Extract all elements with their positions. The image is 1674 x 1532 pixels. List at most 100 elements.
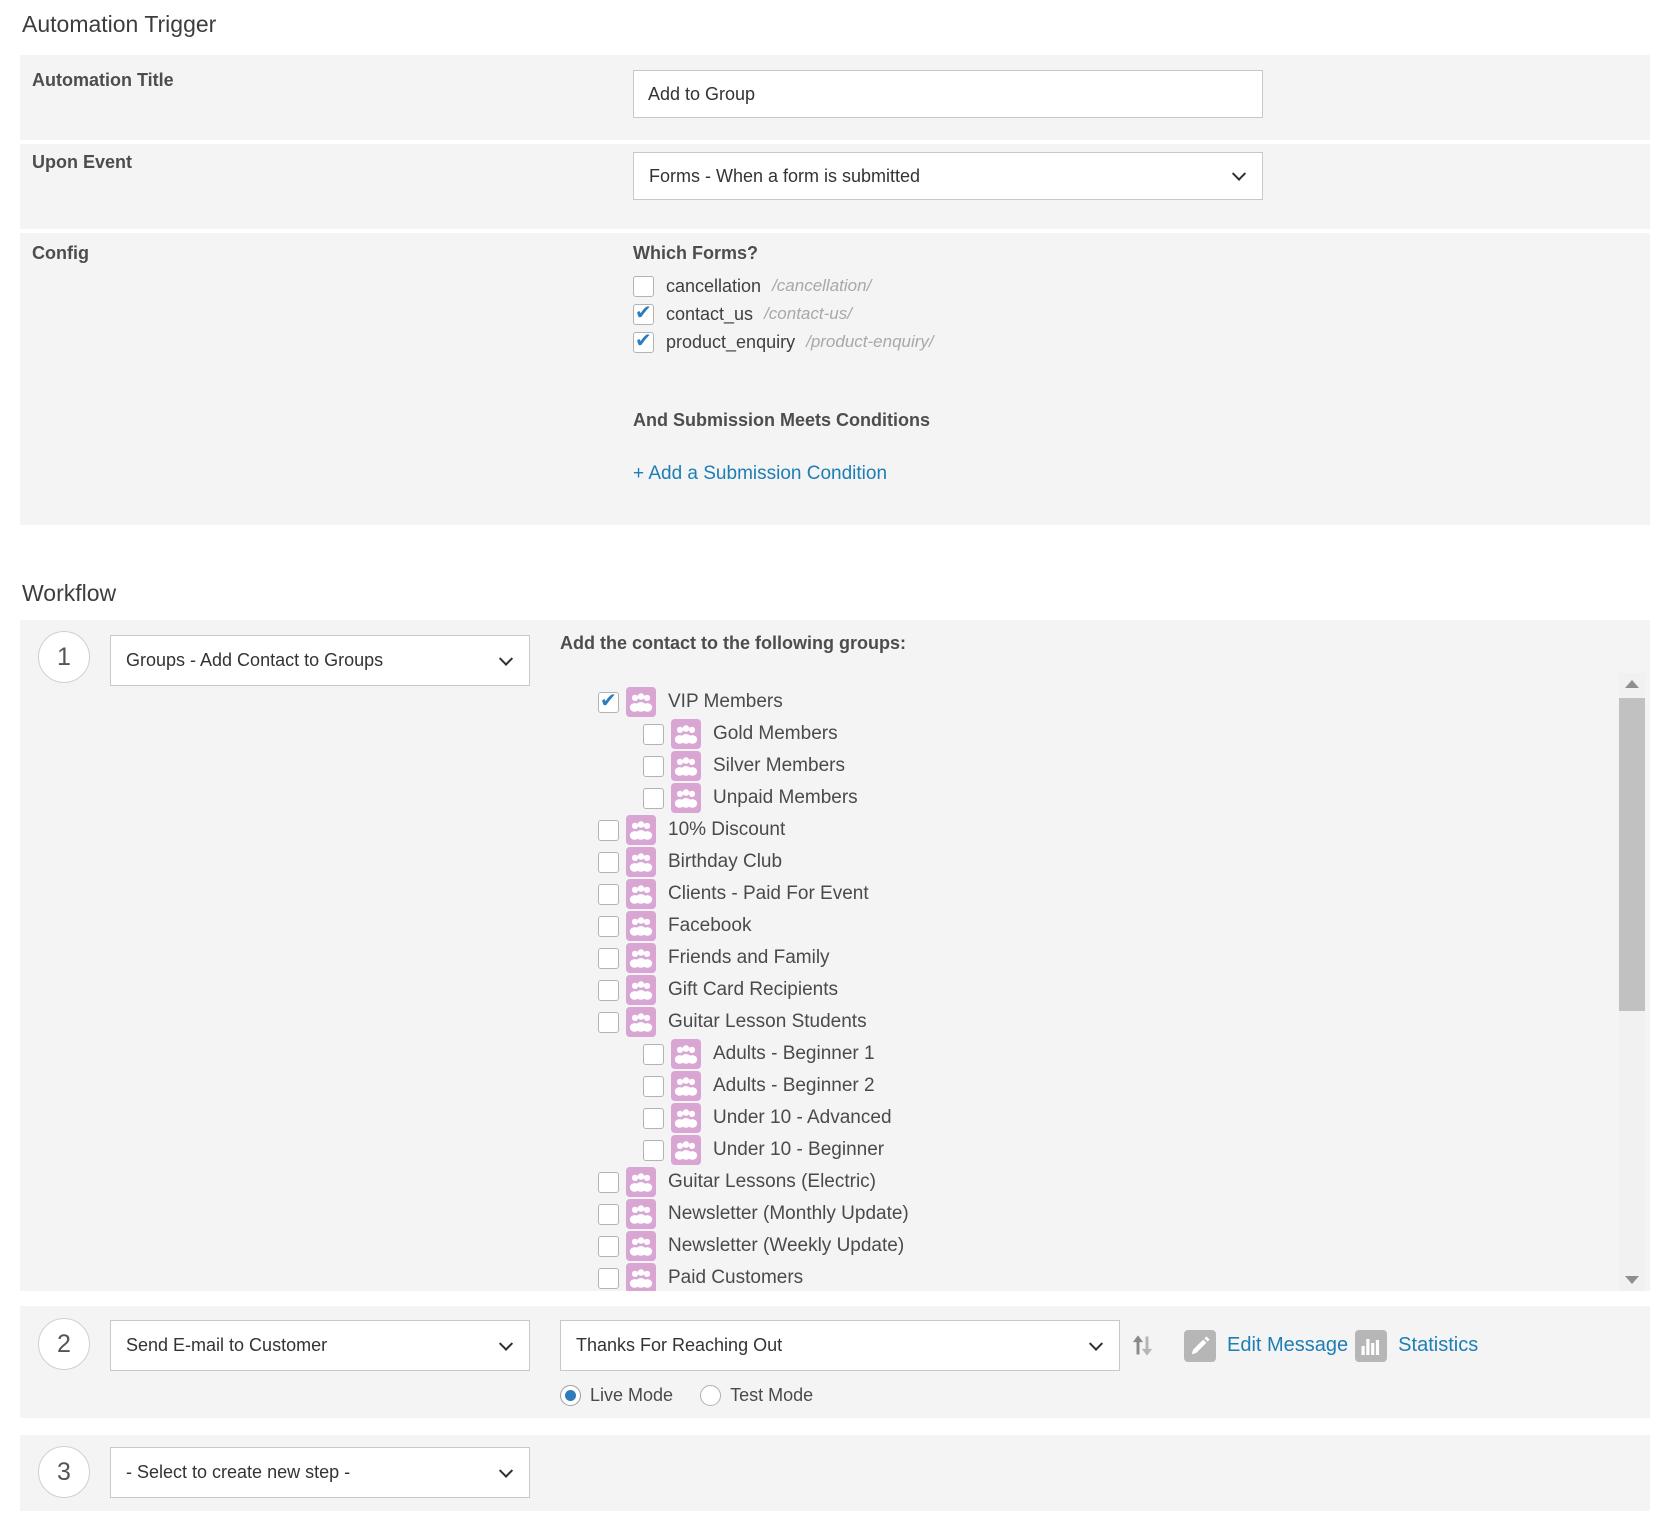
chevron-down-icon [498,651,514,666]
group-row: Clients - Paid For Event [598,878,1615,910]
automation-title-input[interactable] [633,70,1263,118]
group-checkbox[interactable] [598,915,619,937]
group-row: Newsletter (Monthly Update) [598,1198,1615,1230]
mode-radio-group: Live Mode Test Mode [560,1385,1650,1406]
group-people-icon [626,1231,656,1261]
sort-arrows-icon[interactable] [1129,1332,1156,1359]
group-people-icon [671,751,701,781]
step3-action-select[interactable]: - Select to create new step - [110,1447,530,1498]
form-option-row: product_enquiry /product-enquiry/ [633,328,1650,353]
step2-right-column: Thanks For Reaching Out Edit Me [560,1306,1650,1418]
group-checkbox[interactable] [598,1235,619,1257]
forms-list: cancellation /cancellation/ contact_us /… [633,275,1650,353]
group-label: Friends and Family [668,947,830,968]
step2-action-value: Send E-mail to Customer [126,1335,328,1355]
groups-scroll-area: VIP Members [560,673,1645,1291]
scrollbar-thumb[interactable] [1619,698,1645,1011]
radio-icon[interactable] [700,1385,722,1406]
group-label: Gift Card Recipients [668,979,839,1000]
group-people-icon [626,1199,656,1229]
group-checkbox[interactable] [598,1203,619,1225]
scrollbar-down-arrow-icon[interactable] [1619,1269,1645,1291]
form-name: product_enquiry [666,331,796,352]
form-checkbox[interactable] [633,328,654,353]
step1-number-badge: 1 [38,631,90,683]
group-label: Under 10 - Beginner [713,1139,885,1160]
step3-number-badge: 3 [38,1446,90,1498]
email-template-value: Thanks For Reaching Out [576,1335,783,1355]
group-checkbox[interactable] [598,1171,619,1193]
group-checkbox[interactable] [598,947,619,969]
group-label: VIP Members [668,691,783,712]
group-people-icon [671,719,701,749]
add-submission-condition-link[interactable]: + Add a Submission Condition [633,463,888,484]
group-row: Guitar Lesson Students [598,1006,1615,1038]
group-label: Clients - Paid For Event [668,883,869,904]
form-url: /product-enquiry/ [806,332,934,351]
mode-radio-option[interactable]: Test Mode [700,1385,813,1406]
group-row: Friends and Family [598,942,1615,974]
mode-radio-option[interactable]: Live Mode [560,1385,673,1406]
email-template-select[interactable]: Thanks For Reaching Out [560,1320,1120,1371]
group-checkbox[interactable] [598,979,619,1001]
scrollbar[interactable] [1619,673,1645,1291]
groups-heading: Add the contact to the following groups: [560,633,906,653]
group-label: 10% Discount [668,819,786,840]
group-label: Adults - Beginner 1 [713,1043,875,1064]
group-checkbox[interactable] [643,1107,664,1129]
step1-action-select[interactable]: Groups - Add Contact to Groups [110,635,530,686]
group-row: Under 10 - Advanced [598,1102,1615,1134]
form-option-row: contact_us /contact-us/ [633,300,1650,325]
group-label: Adults - Beginner 2 [713,1075,875,1096]
which-forms-heading: Which Forms? [633,243,758,263]
step1-groups-column: Add the contact to the following groups: [560,620,1650,1291]
group-row: Guitar Lessons (Electric) [598,1166,1615,1198]
upon-event-row: Upon Event Forms - When a form is submit… [20,144,1650,229]
group-checkbox[interactable] [643,787,664,809]
upon-event-label: Upon Event [32,152,133,172]
group-checkbox[interactable] [643,1075,664,1097]
group-people-icon [626,815,656,845]
group-row: Gift Card Recipients [598,974,1615,1006]
group-label: Guitar Lessons (Electric) [668,1171,877,1192]
group-label: Unpaid Members [713,787,858,808]
group-row: Paid Customers [598,1262,1615,1291]
group-checkbox[interactable] [598,688,619,713]
group-checkbox[interactable] [598,883,619,905]
upon-event-select[interactable]: Forms - When a form is submitted [633,152,1263,200]
form-url: /contact-us/ [764,304,852,323]
form-checkbox[interactable] [633,300,654,325]
group-checkbox[interactable] [643,723,664,745]
group-checkbox[interactable] [598,1267,619,1289]
scrollbar-up-arrow-icon[interactable] [1619,673,1645,695]
group-checkbox[interactable] [598,851,619,873]
group-people-icon [626,1167,656,1197]
workflow-step-2-row: 2 Send E-mail to Customer Thanks For Rea… [20,1306,1650,1418]
group-row: Gold Members [598,718,1615,750]
group-row: Newsletter (Weekly Update) [598,1230,1615,1262]
form-url: /cancellation/ [772,276,872,295]
upon-event-field: Forms - When a form is submitted [633,144,1650,229]
form-checkbox[interactable] [633,275,654,297]
workflow-title: Workflow [22,580,117,606]
statistics-link[interactable]: Statistics [1398,1334,1479,1356]
group-checkbox[interactable] [643,755,664,777]
groups-list: VIP Members [560,673,1645,1291]
bar-chart-icon[interactable] [1355,1329,1388,1362]
group-checkbox[interactable] [643,1139,664,1161]
edit-message-link[interactable]: Edit Message [1227,1334,1349,1356]
group-checkbox[interactable] [598,1011,619,1033]
group-checkbox[interactable] [643,1043,664,1065]
group-row: Adults - Beginner 2 [598,1070,1615,1102]
step2-action-select[interactable]: Send E-mail to Customer [110,1320,530,1371]
group-checkbox[interactable] [598,819,619,841]
group-label: Newsletter (Weekly Update) [668,1235,905,1256]
mode-radio-label: Test Mode [730,1385,814,1405]
group-label: Guitar Lesson Students [668,1011,867,1032]
radio-icon[interactable] [560,1385,581,1406]
step1-action-value: Groups - Add Contact to Groups [126,650,384,670]
pencil-icon[interactable] [1184,1329,1216,1362]
form-option-row: cancellation /cancellation/ [633,275,1650,297]
group-people-icon [671,783,701,813]
group-row: Unpaid Members [598,782,1615,814]
